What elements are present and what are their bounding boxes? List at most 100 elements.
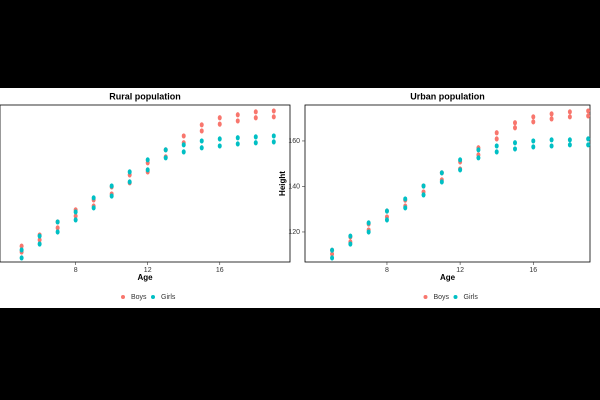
point [271, 114, 276, 120]
point [586, 142, 591, 148]
point [253, 140, 258, 146]
point [199, 145, 204, 151]
point [513, 140, 517, 146]
point [384, 217, 389, 223]
point [253, 134, 258, 140]
x-axis-label: Age [137, 273, 153, 282]
point [181, 142, 186, 148]
point [476, 155, 481, 161]
point [439, 179, 444, 185]
point [549, 143, 554, 149]
point [217, 115, 222, 121]
y-tick-label: 140 [288, 183, 300, 190]
point [145, 157, 150, 163]
point [531, 138, 536, 144]
point [91, 205, 96, 211]
x-tick-label: 8 [74, 267, 78, 274]
point [549, 111, 554, 117]
point [73, 213, 78, 219]
point [403, 196, 408, 202]
point [145, 167, 150, 173]
point [513, 146, 517, 152]
point [163, 155, 168, 161]
point [181, 149, 186, 155]
point [19, 255, 24, 261]
legend-label: Girls [464, 294, 479, 301]
x-tick-label: 16 [529, 267, 537, 274]
point [531, 114, 536, 120]
point [348, 233, 353, 239]
point [330, 247, 335, 253]
point [439, 170, 444, 176]
point [127, 169, 132, 175]
point [109, 193, 114, 199]
point [421, 192, 426, 198]
point [55, 229, 60, 235]
point [531, 144, 536, 150]
point [253, 109, 258, 115]
point [163, 147, 168, 153]
legend-label: Girls [161, 294, 176, 301]
point [127, 179, 132, 185]
point [330, 251, 335, 257]
point [384, 208, 389, 214]
point [403, 205, 408, 211]
point [458, 167, 463, 173]
point [91, 195, 96, 201]
point [494, 130, 499, 136]
point [549, 137, 554, 143]
legend-label: Boys [131, 294, 147, 301]
point [199, 128, 204, 134]
point [235, 112, 240, 118]
point [19, 243, 24, 249]
point [421, 183, 426, 189]
point [253, 115, 258, 121]
point [458, 157, 463, 163]
point [271, 108, 276, 114]
point [55, 219, 60, 225]
y-axis-label: Height [278, 171, 287, 196]
panel-title: Rural population [109, 91, 181, 101]
point [348, 241, 353, 247]
point [494, 136, 499, 142]
point [199, 138, 204, 144]
point [549, 116, 554, 122]
point [586, 136, 591, 142]
point [73, 209, 78, 215]
point [217, 121, 222, 127]
point [235, 141, 240, 147]
x-axis-label: Age [440, 273, 456, 282]
point [567, 137, 572, 143]
y-tick-label: 120 [288, 229, 300, 236]
point [271, 133, 276, 139]
point [586, 113, 591, 119]
point [586, 108, 591, 114]
point [73, 217, 78, 223]
point [366, 220, 371, 226]
x-tick-label: 12 [456, 267, 464, 274]
point [37, 241, 42, 247]
point [513, 120, 517, 126]
point [199, 122, 204, 128]
point [567, 114, 572, 120]
point [235, 135, 240, 141]
point [366, 229, 371, 235]
legend-key [453, 295, 458, 299]
point [494, 149, 499, 155]
point [37, 237, 42, 243]
x-tick-label: 16 [216, 267, 224, 274]
point [37, 233, 42, 239]
plot-frame [304, 104, 591, 263]
point [181, 133, 186, 139]
point [513, 125, 517, 131]
point [476, 147, 481, 153]
x-tick-label: 8 [385, 267, 389, 274]
legend-label: Boys [434, 294, 450, 301]
point [567, 109, 572, 115]
y-tick-label: 160 [288, 138, 300, 145]
point [494, 143, 499, 149]
point [217, 136, 222, 142]
plot-frame [0, 104, 291, 263]
legend-key [121, 295, 125, 299]
